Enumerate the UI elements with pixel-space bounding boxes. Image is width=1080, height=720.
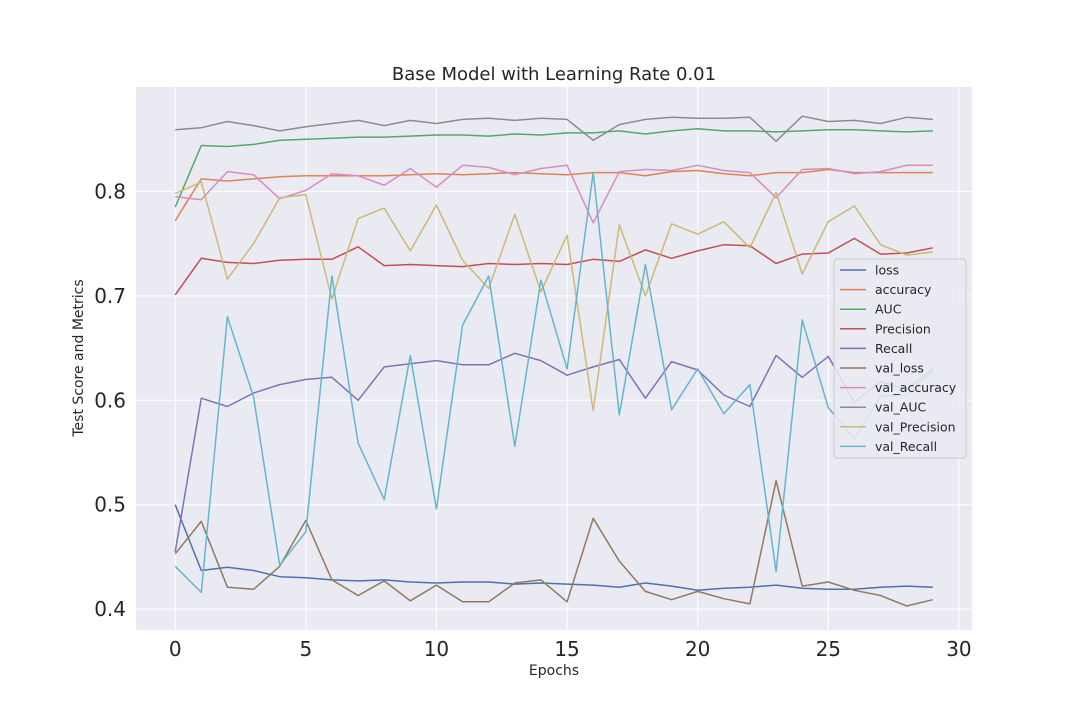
y-tick-label: 0.4 <box>94 597 126 621</box>
series-line-val-loss <box>174 479 933 607</box>
x-tick-label: 15 <box>554 637 579 661</box>
x-tick-label: 20 <box>685 637 710 661</box>
legend-label: Precision <box>875 321 931 336</box>
series-line-val-auc <box>175 115 933 143</box>
legend-label: val_accuracy <box>875 380 957 395</box>
y-tick-label: 0.6 <box>94 388 126 412</box>
series-line-accuracy <box>174 168 933 222</box>
legend-label: Recall <box>875 341 912 356</box>
series-line-recall <box>174 352 934 552</box>
series-lines <box>174 115 934 607</box>
grid-lines <box>136 87 972 630</box>
legend-label: val_Recall <box>875 439 937 454</box>
series-line-val-accuracy <box>175 164 933 224</box>
y-tick-label: 0.5 <box>94 493 126 517</box>
chart-title: Base Model with Learning Rate 0.01 <box>392 64 716 85</box>
y-tick-labels: 0.4 0.5 0.6 0.7 0.8 <box>94 179 126 621</box>
legend-label: val_Precision <box>875 419 956 434</box>
y-tick-label: 0.8 <box>94 179 126 203</box>
y-tick-label: 0.7 <box>94 284 126 308</box>
legend-label: val_AUC <box>875 400 926 415</box>
y-axis-label: Test Score and Metrics <box>71 279 87 437</box>
legend-label: val_loss <box>875 361 924 376</box>
x-axis-label: Epochs <box>529 663 579 679</box>
legend-label: AUC <box>875 302 902 317</box>
legend-label: accuracy <box>875 282 932 297</box>
series-line-val-recall <box>174 171 934 594</box>
x-tick-label: 25 <box>816 637 841 661</box>
legend-box <box>833 258 967 459</box>
legend: loss accuracy AUC Precision Recall val_lossva… <box>833 258 967 459</box>
legend-label: loss <box>875 263 899 278</box>
x-tick-label: 0 <box>169 637 182 661</box>
x-tick-label: 10 <box>424 637 449 661</box>
x-tick-label: 5 <box>299 637 312 661</box>
series-line-val-precision <box>174 181 933 412</box>
x-tick-labels: 0 5 10 15 20 25 30 <box>169 637 972 661</box>
series-line-auc <box>174 128 933 208</box>
series-line-loss <box>174 504 933 592</box>
x-tick-label: 30 <box>946 637 971 661</box>
